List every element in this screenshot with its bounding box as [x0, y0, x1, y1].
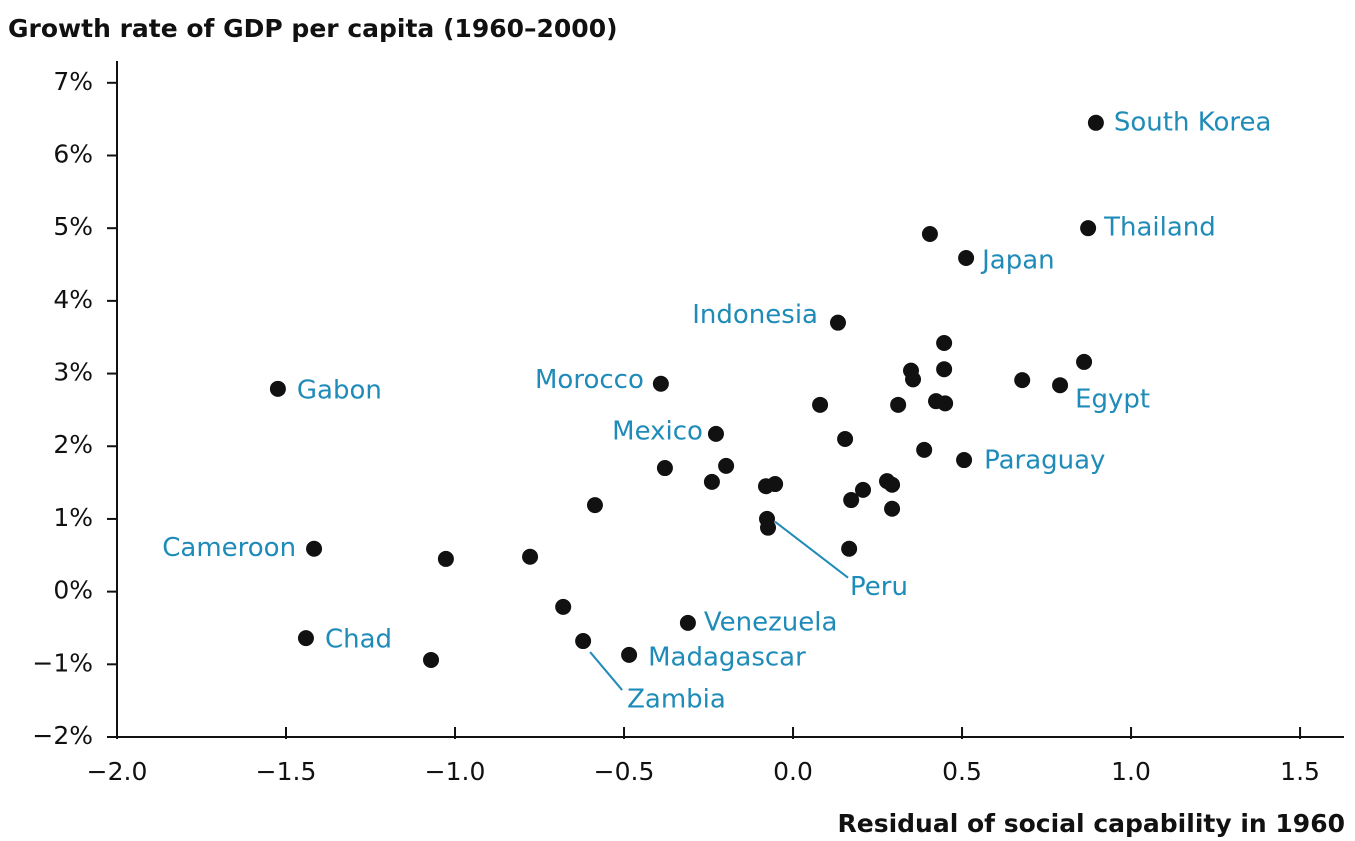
point	[718, 457, 735, 474]
point	[936, 361, 953, 378]
point-label: Japan	[980, 245, 1055, 275]
point-label: Morocco	[535, 365, 644, 395]
point	[306, 540, 323, 557]
point	[703, 473, 720, 490]
point-label: Zambia	[627, 685, 726, 715]
point-label: Gabon	[297, 375, 382, 405]
point-label: Paraguay	[984, 446, 1105, 476]
x-tick-label: 0.0	[773, 757, 813, 786]
y-tick-label: 6%	[53, 139, 93, 168]
point	[759, 510, 776, 527]
point	[884, 476, 901, 493]
point	[621, 646, 638, 663]
x-tick-label: 0.5	[942, 757, 982, 786]
x-tick-label: −1.0	[425, 757, 486, 786]
point	[884, 500, 901, 517]
x-tick-label: 1.5	[1280, 757, 1320, 786]
point	[921, 225, 938, 242]
point	[1014, 372, 1031, 389]
x-tick-label: 1.0	[1111, 757, 1151, 786]
point	[423, 651, 440, 668]
point	[958, 249, 975, 266]
x-axis-title: Residual of social capability in 1960	[838, 809, 1346, 838]
point-label: Egypt	[1075, 385, 1150, 415]
leader-line	[589, 651, 623, 691]
y-tick-label: 2%	[53, 430, 93, 459]
point-label: Mexico	[612, 416, 703, 446]
leader-line	[774, 520, 849, 579]
point	[586, 497, 603, 514]
point	[1052, 377, 1069, 394]
y-tick-label: 0%	[53, 576, 93, 605]
point	[890, 396, 907, 413]
point	[652, 375, 669, 392]
point	[937, 395, 954, 412]
point	[1076, 353, 1093, 370]
point	[575, 633, 592, 650]
point-label: Cameroon	[162, 533, 296, 563]
point	[522, 548, 539, 565]
y-tick-label: −1%	[32, 648, 93, 677]
chart-title: Growth rate of GDP per capita (1960–2000…	[8, 14, 618, 43]
point	[936, 335, 953, 352]
point-label: Madagascar	[648, 642, 806, 672]
point	[707, 425, 724, 442]
y-tick-label: 3%	[53, 358, 93, 387]
point	[1087, 114, 1104, 131]
point	[855, 481, 872, 498]
x-tick-label: −1.5	[256, 757, 317, 786]
y-tick-label: 4%	[53, 285, 93, 314]
y-tick-label: 1%	[53, 503, 93, 532]
point	[767, 476, 784, 493]
point-label: Thailand	[1103, 213, 1216, 243]
point-label: Chad	[325, 625, 392, 655]
y-tick-label: 7%	[53, 67, 93, 96]
point	[297, 630, 314, 647]
point	[956, 452, 973, 469]
point	[656, 460, 673, 477]
point	[843, 492, 860, 509]
y-tick-label: −2%	[32, 721, 93, 750]
point-label: Indonesia	[692, 300, 818, 330]
point	[555, 598, 572, 615]
point	[905, 371, 922, 388]
point	[916, 441, 933, 458]
point-label: Venezuela	[704, 607, 838, 637]
point	[1080, 220, 1097, 237]
point	[437, 550, 454, 567]
point-label: Peru	[850, 572, 908, 602]
x-tick-label: −0.5	[594, 757, 655, 786]
y-tick-label: 5%	[53, 212, 93, 241]
point	[812, 396, 829, 413]
point	[841, 540, 858, 557]
point	[829, 314, 846, 331]
point	[837, 430, 854, 447]
point	[679, 614, 696, 631]
point	[269, 380, 286, 397]
x-tick-label: −2.0	[87, 757, 148, 786]
point-label: South Korea	[1114, 107, 1272, 137]
